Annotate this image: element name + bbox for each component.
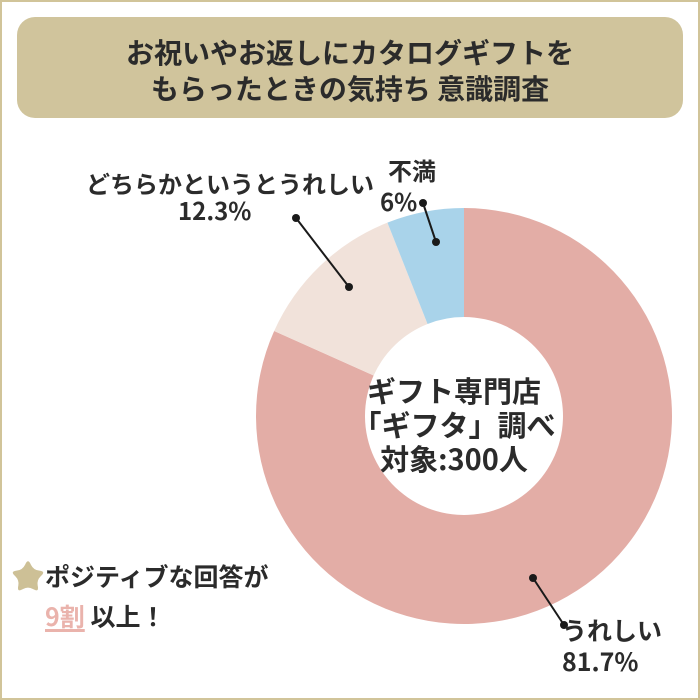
svg-text:対象:300人: 対象:300人 [380, 437, 528, 479]
